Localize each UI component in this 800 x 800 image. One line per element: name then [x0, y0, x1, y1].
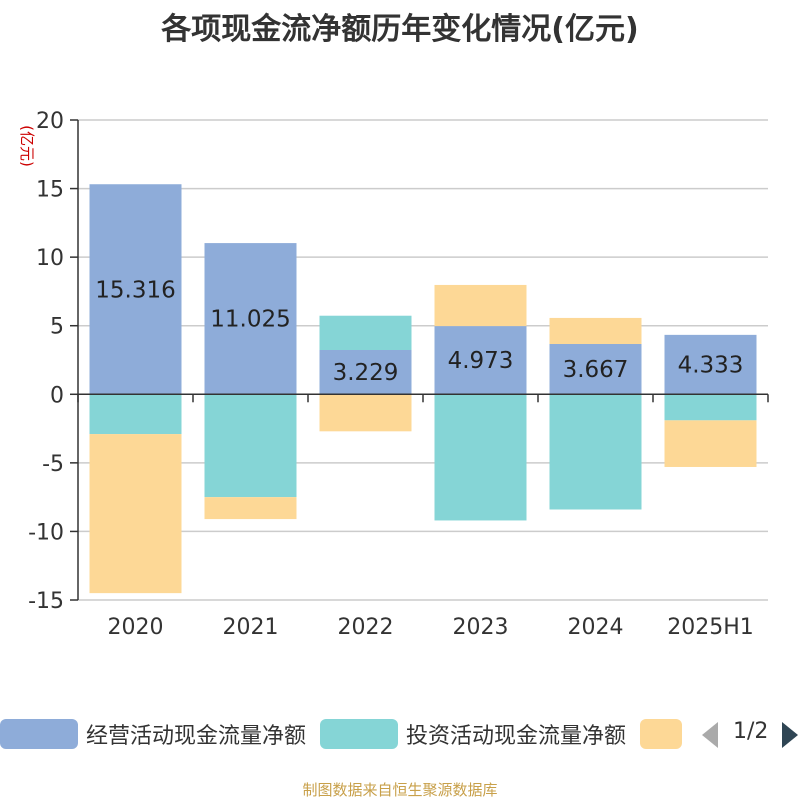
x-tick-label: 2022 — [338, 615, 394, 640]
legend-prev-page-icon[interactable] — [702, 722, 718, 748]
data-source-note: 制图数据来自恒生聚源数据库 — [302, 781, 498, 799]
bar-2021-series-1[interactable] — [204, 394, 297, 498]
y-tick-label: 20 — [36, 109, 64, 134]
chart-title: 各项现金流净额历年变化情况(亿元) — [161, 12, 639, 47]
y-tick-label: 0 — [50, 383, 64, 408]
legend-swatch-investing — [320, 719, 398, 749]
y-tick-label: 10 — [36, 246, 64, 271]
data-label-2023: 4.973 — [448, 348, 514, 374]
bar-2021-series-2[interactable] — [204, 497, 297, 520]
legend-swatch-operating — [0, 719, 78, 749]
bar-2022-series-2[interactable] — [319, 394, 412, 432]
bar-2023-series-2[interactable] — [434, 284, 527, 327]
bar-2024-series-0[interactable] — [549, 343, 642, 395]
y-tick-label: -10 — [28, 520, 64, 545]
bar-2022-series-1[interactable] — [319, 315, 412, 351]
legend-label-investing: 投资活动现金流量净额 — [406, 724, 627, 749]
cash-flow-chart: 20 15 10 5 0 -5 -10 -15 2020 2021 2022 2023 2024 2025… — [18, 109, 769, 640]
bar-2024-series-2[interactable] — [549, 317, 642, 344]
bars — [89, 184, 757, 594]
x-tick-label: 2023 — [453, 615, 509, 640]
data-label-2020: 15.316 — [95, 277, 175, 303]
x-tick-label: 2021 — [223, 615, 279, 640]
bar-2020-series-1[interactable] — [89, 394, 182, 435]
legend-item-financing[interactable] — [640, 716, 690, 752]
legend-item-investing[interactable]: 投资活动现金流量净额 — [320, 716, 626, 752]
bar-2025H1-series-2[interactable] — [664, 420, 757, 467]
y-tick-label: -5 — [42, 452, 64, 477]
data-label-2024: 3.667 — [563, 357, 629, 383]
bar-2021-series-0[interactable] — [204, 243, 297, 395]
grid-lines — [78, 119, 768, 601]
bar-2022-series-0[interactable] — [319, 350, 412, 395]
y-axis-unit-label: (亿元) — [18, 125, 36, 167]
legend-label-operating: 经营活动现金流量净额 — [86, 724, 307, 749]
bar-2025H1-series-0[interactable] — [664, 334, 757, 395]
legend-item-operating[interactable]: 经营活动现金流量净额 — [0, 716, 306, 752]
bar-2020-series-2[interactable] — [89, 434, 182, 594]
y-tick-label: -15 — [28, 589, 64, 614]
x-tick-label: 2024 — [568, 615, 624, 640]
bar-2023-series-1[interactable] — [434, 394, 527, 521]
data-label-2021: 11.025 — [210, 307, 290, 333]
legend: 经营活动现金流量净额 投资活动现金流量净额 1/2 — [0, 716, 800, 756]
axes: 20 15 10 5 0 -5 -10 -15 2020 2021 2022 2023 2024 2025… — [28, 109, 769, 640]
x-tick-label: 2020 — [108, 615, 164, 640]
bar-2024-series-1[interactable] — [549, 394, 642, 510]
legend-pager: 1/2 — [700, 718, 800, 752]
bar-2020-series-0[interactable] — [89, 184, 182, 395]
x-tick-label: 2025H1 — [667, 615, 754, 640]
data-label-2022: 3.229 — [333, 360, 399, 386]
data-labels: 15.316 11.025 3.229 4.973 3.667 4.333 — [95, 277, 743, 386]
legend-page-indicator: 1/2 — [733, 719, 769, 744]
data-label-2025H1: 4.333 — [678, 353, 744, 379]
legend-swatch-financing — [640, 719, 682, 749]
legend-next-page-icon[interactable] — [782, 722, 798, 748]
y-tick-label: 15 — [36, 178, 64, 203]
bar-2025H1-series-1[interactable] — [664, 394, 757, 421]
bar-2023-series-0[interactable] — [434, 326, 527, 395]
y-tick-label: 5 — [50, 315, 64, 340]
